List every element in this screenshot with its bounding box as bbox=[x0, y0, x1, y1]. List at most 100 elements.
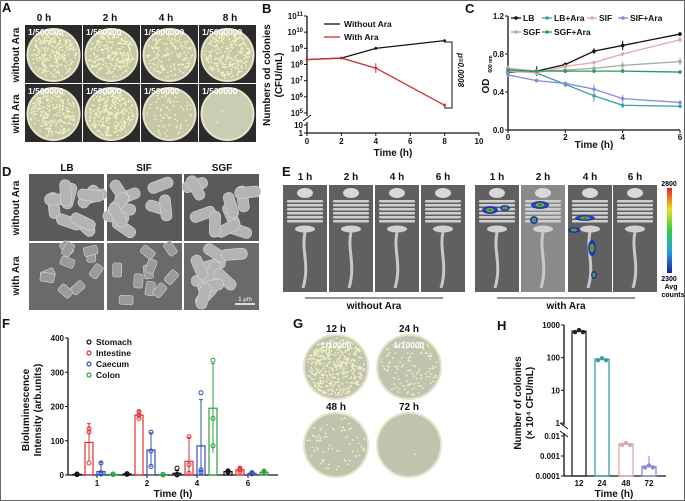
colony bbox=[50, 91, 53, 94]
colony bbox=[319, 350, 322, 353]
colony bbox=[174, 96, 177, 98]
colony bbox=[417, 370, 420, 373]
colony bbox=[100, 124, 103, 127]
colony bbox=[56, 91, 59, 93]
colony bbox=[100, 35, 103, 38]
petri-dish bbox=[376, 334, 442, 400]
colony bbox=[116, 48, 119, 50]
colony bbox=[345, 376, 348, 378]
colony bbox=[349, 362, 352, 364]
colony bbox=[55, 47, 57, 49]
colony bbox=[54, 76, 57, 78]
colony bbox=[119, 67, 122, 70]
colony bbox=[348, 388, 350, 390]
colony bbox=[45, 135, 48, 137]
colony bbox=[57, 55, 59, 58]
colony bbox=[318, 388, 320, 391]
colony bbox=[159, 114, 162, 117]
colony bbox=[341, 382, 344, 385]
colony bbox=[111, 90, 113, 93]
colony bbox=[102, 109, 105, 112]
colony bbox=[331, 427, 334, 430]
bioluminescence-signal bbox=[538, 204, 542, 206]
colony bbox=[44, 95, 47, 98]
colony bbox=[32, 58, 35, 61]
colony bbox=[120, 127, 122, 130]
colony bbox=[117, 96, 119, 99]
colony bbox=[112, 98, 114, 101]
colony bbox=[161, 55, 164, 58]
f-y-tick-label: 100 bbox=[51, 437, 65, 446]
colony bbox=[344, 351, 347, 353]
colony bbox=[110, 63, 113, 66]
colony bbox=[216, 68, 219, 70]
h-axis-break bbox=[559, 422, 569, 430]
colony bbox=[230, 68, 233, 71]
h-axis-break bbox=[559, 430, 569, 438]
colony bbox=[62, 128, 65, 131]
colony bbox=[109, 57, 112, 60]
colony bbox=[106, 48, 108, 51]
colony bbox=[115, 36, 118, 39]
a-col-8h: 8 h bbox=[223, 13, 237, 24]
colony bbox=[181, 47, 184, 50]
small-intestine-loop bbox=[617, 200, 653, 203]
bacterium bbox=[70, 212, 96, 231]
colony bbox=[396, 368, 399, 371]
colony bbox=[173, 38, 176, 40]
colony bbox=[74, 48, 77, 50]
colony bbox=[322, 376, 325, 379]
colony bbox=[91, 66, 94, 69]
colony bbox=[426, 344, 429, 346]
colony bbox=[116, 108, 119, 111]
colony bbox=[325, 392, 328, 394]
colony bbox=[129, 100, 132, 103]
colony bbox=[43, 57, 46, 59]
colony bbox=[347, 357, 349, 360]
colony bbox=[327, 467, 330, 470]
colony bbox=[344, 460, 347, 462]
colony bbox=[421, 346, 424, 349]
panel-d-sem-images bbox=[29, 174, 261, 310]
colony bbox=[386, 369, 389, 372]
h-y-tick-label: 1000 bbox=[542, 321, 560, 330]
f-ylabel-2: Intensity (arb.units) bbox=[33, 364, 44, 457]
colony bbox=[69, 59, 72, 61]
small-intestine-loop bbox=[379, 208, 415, 211]
g-plate-time: 24 h bbox=[399, 324, 419, 335]
colony bbox=[37, 69, 40, 72]
colony bbox=[332, 346, 335, 349]
colony bbox=[60, 45, 63, 48]
colony bbox=[351, 362, 354, 365]
colony bbox=[118, 34, 120, 36]
colony bbox=[325, 380, 328, 383]
colony bbox=[238, 36, 241, 38]
colony bbox=[210, 61, 212, 64]
colony bbox=[318, 439, 321, 442]
colony bbox=[48, 42, 50, 45]
colony bbox=[351, 450, 354, 453]
colony bbox=[205, 59, 208, 62]
b-y-tick-label: 1010 bbox=[287, 28, 303, 37]
colony bbox=[105, 134, 108, 137]
colony bbox=[331, 390, 334, 393]
colony bbox=[343, 362, 346, 365]
colony bbox=[107, 114, 109, 117]
colony bbox=[353, 370, 356, 373]
colony bbox=[435, 376, 438, 379]
colony bbox=[334, 365, 337, 368]
colony bbox=[75, 52, 78, 54]
c-data-point bbox=[592, 87, 596, 91]
colony bbox=[68, 129, 71, 132]
colony bbox=[329, 389, 332, 391]
colony bbox=[418, 368, 421, 371]
colony bbox=[408, 383, 411, 386]
f-data-point bbox=[86, 429, 92, 435]
colony bbox=[161, 67, 164, 70]
colony bbox=[415, 372, 418, 375]
bacterium bbox=[163, 269, 179, 285]
colony bbox=[47, 121, 49, 123]
colony bbox=[55, 31, 58, 34]
b-ylabel-1: Numbers od colonies bbox=[262, 24, 273, 126]
colony bbox=[104, 62, 107, 65]
